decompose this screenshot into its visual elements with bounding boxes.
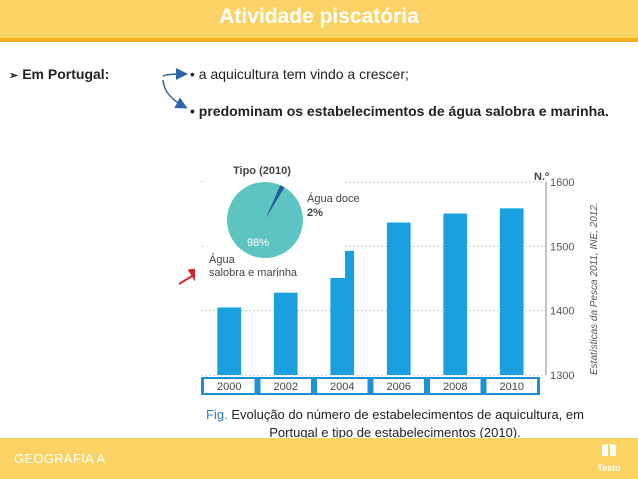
pie-slice-label: Água doce [307,192,360,205]
pie-value-label: 2% [307,207,323,219]
x-tick-label: 2010 [500,381,524,393]
y-tick-label: 1300 [550,370,574,382]
bullet-label: ➢ Em Portugal: [9,66,109,82]
publisher-logo-text: Texto [597,463,621,473]
chart-bar [443,213,468,375]
y-axis-label: N.º [534,171,549,183]
x-tick-label: 2004 [330,381,354,393]
chart-bar [386,222,411,375]
title-bar: Atividade piscatória [0,0,638,38]
publisher-logo: Texto [594,443,624,473]
blue-connector-arrow-icon [162,79,188,109]
chart-source: Estatísticas da Pesca 2011, INE, 2012. [589,202,600,375]
y-tick-label: 1600 [550,177,574,189]
aquaculture-chart: 2000 2002 2004 2006 2008 2010 1300 1400 1500 160… [195,150,620,395]
book-icon [602,444,616,456]
footer-subject: GEOGRAFIA A [14,451,106,466]
x-tick-label: 2008 [443,381,467,393]
pie-title: Tipo (2010) [233,165,291,177]
x-tick-box [373,379,424,393]
caption-fig-label: Fig. [206,407,228,422]
x-tick-box [260,379,311,393]
x-tick-box [430,379,481,393]
blue-connector-arrow-icon [162,68,188,81]
chart-bar [499,208,524,375]
page-title: Atividade piscatória [219,5,419,28]
x-tick-label: 2002 [274,381,298,393]
x-tick-label: 2006 [387,381,411,393]
bullet-item-growth: • a aquicultura tem vindo a crescer; [190,66,409,82]
figure-caption: Fig. Evolução do número de estabelecimen… [195,406,595,442]
x-tick-box [204,379,255,393]
pie-value-label: 98% [247,237,269,249]
chart-bar [330,250,355,375]
pie-slice [265,185,285,220]
footer: GEOGRAFIA A Texto [0,438,638,479]
chart-bar [217,307,242,375]
bullet-item-predominance: • predominam os estabelecimentos de água… [190,103,609,119]
pie-slice-label: salobra e marinha [209,267,298,279]
chart-bar [273,292,298,375]
arrow-bullet-icon: ➢ [9,70,19,82]
pie-slice-label: Água [209,253,236,266]
chart-x-axis: 2000 2002 2004 2006 2008 2010 [201,377,540,395]
chart-bars [217,208,524,375]
caption-text: Evolução do número de estabelecimentos d… [231,407,584,440]
bullet-label-text: Em Portugal: [22,66,110,82]
y-tick-label: 1500 [550,241,574,253]
x-tick-box [317,379,368,393]
title-divider [0,38,638,42]
x-tick-box [486,379,537,393]
x-tick-label: 2000 [217,381,241,393]
y-tick-label: 1400 [550,306,574,318]
